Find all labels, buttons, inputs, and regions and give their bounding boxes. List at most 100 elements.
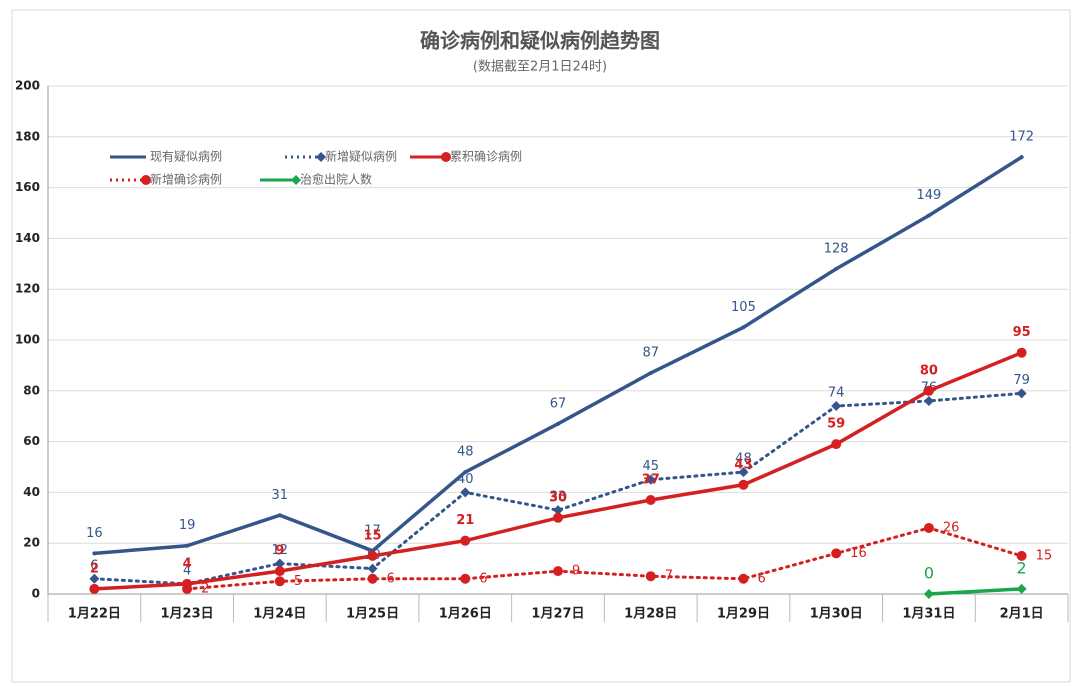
- data-label: 31: [272, 488, 289, 503]
- data-point: [831, 401, 842, 412]
- series-line: [92, 391, 1024, 586]
- data-label: 15: [1036, 548, 1053, 563]
- data-label: 15: [363, 528, 381, 543]
- data-label: 48: [457, 445, 474, 460]
- y-tick-label: 40: [23, 485, 40, 499]
- data-point: [1016, 388, 1027, 399]
- chart-frame: [11, 9, 1071, 683]
- data-label: 37: [642, 473, 660, 488]
- data-point: [274, 576, 285, 587]
- data-point: [645, 474, 656, 485]
- data-label: 48: [735, 452, 752, 467]
- data-label: 6: [90, 558, 98, 573]
- legend-marker: [141, 175, 151, 185]
- data-point: [923, 385, 934, 396]
- x-tick-label: 1月31日: [902, 607, 955, 622]
- data-label: 26: [943, 520, 960, 535]
- data-point: [1016, 583, 1027, 594]
- data-point: [645, 571, 656, 582]
- y-tick-label: 20: [23, 536, 40, 550]
- data-label: 2: [1017, 558, 1027, 577]
- data-label: 16: [850, 546, 867, 561]
- legend-marker: [291, 175, 301, 185]
- y-tick-label: 160: [15, 180, 40, 194]
- data-label: 6: [479, 571, 487, 586]
- data-label: 7: [665, 569, 673, 584]
- chart-title: 确诊病例和疑似病例趋势图: [420, 29, 660, 53]
- data-label: 87: [642, 346, 659, 361]
- data-point: [926, 213, 931, 218]
- data-point: [274, 558, 285, 569]
- legend-label: 新增确诊病例: [150, 172, 222, 187]
- data-label: 21: [456, 513, 474, 528]
- data-label: 9: [275, 544, 284, 559]
- data-label: 105: [731, 300, 756, 315]
- data-point: [923, 589, 934, 599]
- data-label: 95: [1013, 325, 1031, 340]
- data-label: 30: [549, 490, 567, 505]
- x-tick-label: 1月23日: [161, 607, 214, 622]
- x-tick-label: 2月1日: [1000, 607, 1044, 622]
- data-label: 79: [1013, 373, 1030, 388]
- data-point: [460, 487, 471, 498]
- data-label: 128: [824, 241, 849, 256]
- data-label: 16: [86, 526, 103, 541]
- y-tick-label: 200: [15, 79, 40, 93]
- x-tick-label: 1月29日: [717, 607, 770, 622]
- data-point: [831, 548, 842, 559]
- data-point: [834, 266, 839, 271]
- data-label: 43: [734, 457, 752, 472]
- data-label: 172: [1009, 130, 1034, 145]
- data-point: [89, 573, 100, 584]
- data-label: 0: [924, 564, 934, 583]
- data-point: [738, 467, 749, 478]
- data-point: [738, 573, 749, 584]
- data-point: [923, 395, 934, 406]
- series-line: [185, 526, 1024, 591]
- x-tick-label: 1月30日: [810, 607, 863, 622]
- x-tick-label: 1月26日: [439, 607, 492, 622]
- data-label: 33: [550, 490, 567, 505]
- legend-label: 治愈出院人数: [300, 172, 372, 187]
- data-point: [89, 583, 100, 594]
- legend-label: 新增疑似病例: [325, 149, 397, 164]
- data-point: [553, 512, 563, 523]
- data-point: [741, 325, 746, 330]
- y-tick-label: 80: [23, 383, 40, 397]
- data-point: [556, 421, 560, 426]
- data-label: 5: [294, 574, 302, 589]
- legend-marker: [441, 152, 451, 162]
- data-label: 40: [457, 472, 474, 487]
- data-label: 74: [828, 386, 845, 401]
- chart-subtitle: (数据截至2月1日24时): [473, 60, 607, 75]
- data-point: [274, 566, 285, 577]
- data-point: [923, 522, 934, 533]
- data-label: 2: [201, 581, 209, 596]
- data-label: 80: [920, 363, 938, 378]
- y-tick-label: 100: [15, 333, 40, 347]
- data-point: [460, 535, 471, 546]
- data-label: 12: [272, 543, 289, 558]
- data-point: [1019, 155, 1024, 160]
- data-point: [182, 583, 193, 594]
- y-tick-label: 140: [15, 231, 40, 245]
- data-label: 17: [364, 523, 381, 538]
- x-tick-label: 1月25日: [346, 607, 399, 622]
- data-point: [367, 550, 378, 561]
- x-tick-label: 1月24日: [253, 607, 306, 622]
- x-tick-label: 1月28日: [624, 607, 677, 622]
- data-point: [92, 551, 97, 556]
- data-label: 2: [90, 561, 99, 576]
- data-label: 59: [827, 417, 845, 432]
- x-tick-label: 1月27日: [531, 607, 584, 622]
- data-point: [367, 563, 378, 574]
- data-point: [185, 543, 190, 548]
- legend-marker: [316, 152, 326, 162]
- data-point: [367, 573, 378, 584]
- data-point: [738, 479, 749, 490]
- data-point: [553, 505, 563, 516]
- x-tick-label: 1月22日: [68, 607, 121, 622]
- data-point: [831, 439, 842, 450]
- y-tick-label: 180: [15, 129, 40, 143]
